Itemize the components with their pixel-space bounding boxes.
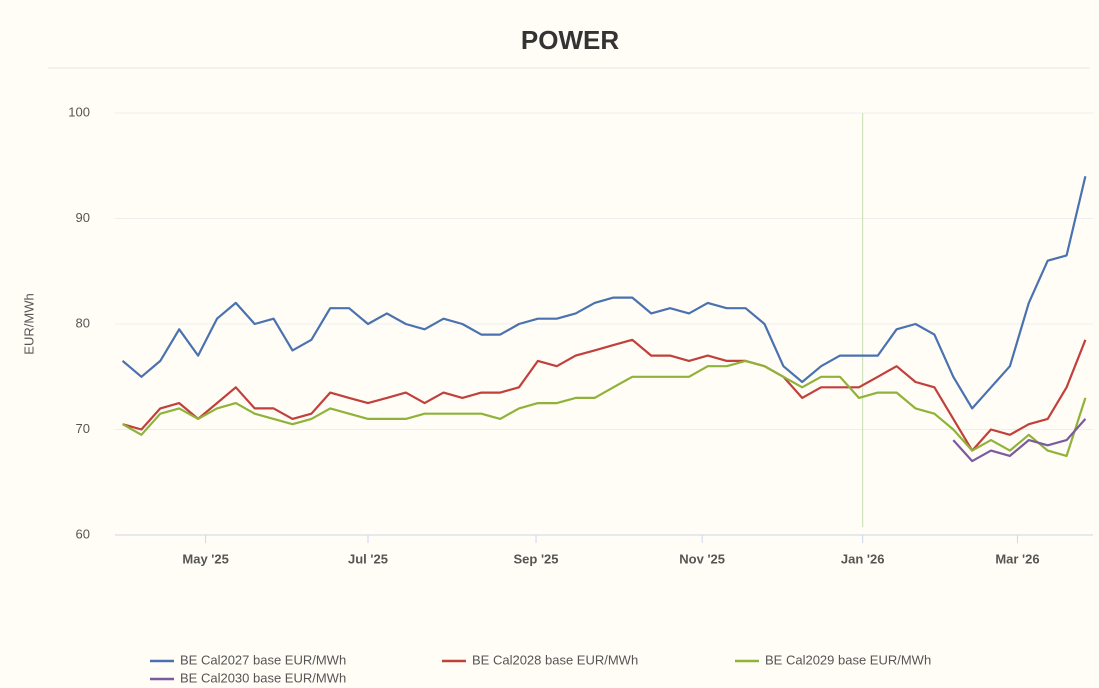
series-line [122,359,1087,457]
series-line [121,176,1087,410]
legend-label: BE Cal2029 base EUR/MWh [765,652,931,667]
x-tick-label: Jan '26 [841,551,885,566]
series-line [122,338,1087,452]
legend-label: BE Cal2030 base EUR/MWh [180,670,346,685]
y-tick-label: 80 [76,315,90,330]
legend-label: BE Cal2028 base EUR/MWh [472,652,638,667]
y-tick-label: 90 [76,210,90,225]
y-tick-label: 100 [68,104,90,119]
chart-title: POWER [521,25,619,55]
x-tick-label: May '25 [182,551,228,566]
series-line [952,418,1087,463]
y-tick-label: 70 [76,421,90,436]
x-tick-label: Mar '26 [995,551,1039,566]
y-tick-label: 60 [76,526,90,541]
x-tick-label: Jul '25 [348,551,388,566]
y-axis-label: EUR/MWh [21,293,36,354]
x-tick-label: Nov '25 [679,551,725,566]
legend-label: BE Cal2027 base EUR/MWh [180,652,346,667]
x-tick-label: Sep '25 [514,551,559,566]
